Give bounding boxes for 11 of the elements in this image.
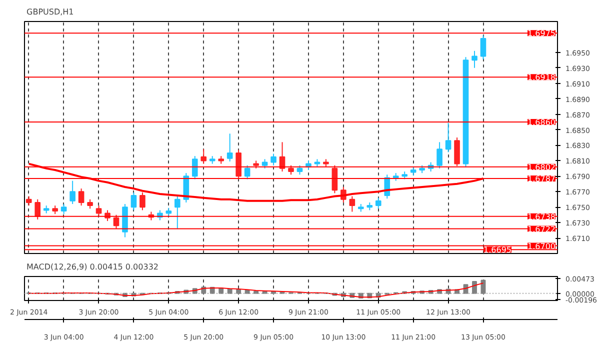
ref-line-label: 1.6738 xyxy=(528,212,556,222)
ref-line-label: 1.6722 xyxy=(528,224,556,234)
chart-title: MACD(12,26,9) 0.00415 0.00332 xyxy=(26,262,159,272)
ref-line-label: 1.6860 xyxy=(528,118,556,128)
ref-line-label: 1.6802 xyxy=(528,162,556,172)
ref-line-label: 1.6695 xyxy=(484,246,512,255)
ref-line-label: 1.6918 xyxy=(528,73,556,82)
chart-title: GBPUSD,H1 xyxy=(26,8,74,16)
ref-line-label: 1.6975 xyxy=(528,29,556,38)
ref-line-label: 1.6700 xyxy=(528,242,556,251)
ref-line-label: 1.6787 xyxy=(528,174,556,184)
